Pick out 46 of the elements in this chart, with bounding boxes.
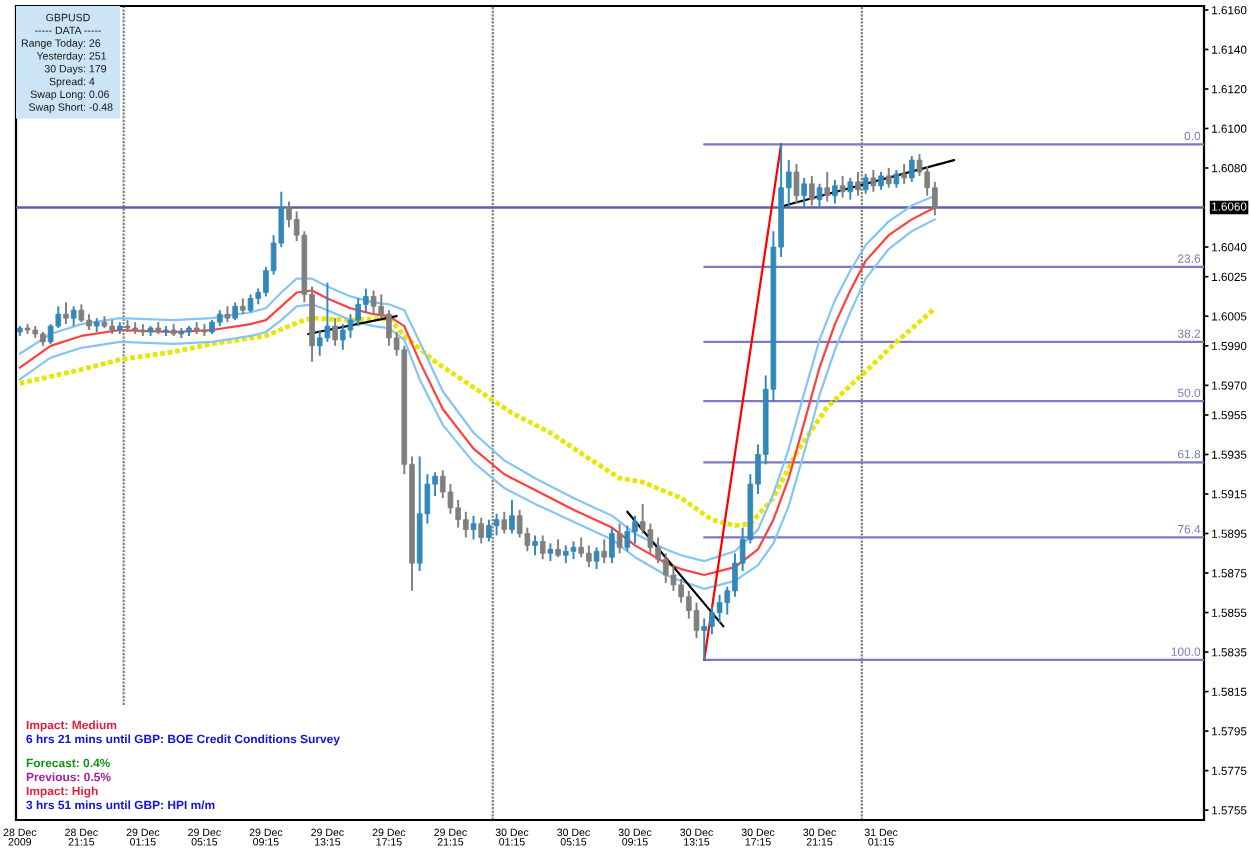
candlestick bbox=[870, 169, 877, 193]
candlestick bbox=[532, 534, 538, 557]
candlestick bbox=[824, 170, 831, 203]
candlestick bbox=[832, 178, 838, 205]
line-series bbox=[17, 305, 938, 528]
candlestick bbox=[909, 155, 915, 183]
candlestick bbox=[370, 289, 377, 316]
candlestick bbox=[809, 174, 815, 207]
candlestick bbox=[463, 510, 469, 539]
candlestick bbox=[801, 176, 807, 209]
candlestick bbox=[70, 305, 77, 328]
candlestick bbox=[470, 514, 477, 541]
candlestick bbox=[286, 200, 292, 229]
candlestick bbox=[601, 538, 608, 565]
candlestick bbox=[901, 163, 907, 185]
candlestick bbox=[709, 605, 715, 636]
candlestick bbox=[493, 512, 500, 537]
candlestick bbox=[609, 526, 615, 565]
candlestick bbox=[678, 577, 684, 604]
candlestick bbox=[586, 544, 592, 569]
candlestick bbox=[539, 534, 546, 561]
candlestick bbox=[386, 309, 392, 347]
candlestick bbox=[632, 514, 638, 545]
candlestick bbox=[716, 593, 723, 624]
candlestick bbox=[501, 510, 508, 535]
candlestick bbox=[593, 546, 600, 571]
candlestick bbox=[63, 301, 69, 326]
candlestick bbox=[816, 182, 823, 209]
candlestick bbox=[616, 522, 623, 555]
candlestick bbox=[339, 323, 346, 351]
candlestick bbox=[701, 617, 707, 661]
candlestick bbox=[839, 174, 846, 199]
candlestick bbox=[862, 172, 869, 195]
candlestick bbox=[332, 317, 338, 347]
candlestick bbox=[486, 518, 492, 543]
candlestick bbox=[355, 297, 361, 328]
candlestick bbox=[363, 287, 369, 314]
candlestick bbox=[509, 498, 515, 535]
candlestick bbox=[662, 552, 669, 584]
candlestick bbox=[793, 163, 800, 205]
candlestick bbox=[578, 536, 584, 559]
candlestick bbox=[885, 167, 892, 189]
candlestick bbox=[847, 176, 854, 201]
candlestick bbox=[624, 524, 631, 553]
candlestick bbox=[455, 498, 461, 529]
candlestick bbox=[478, 516, 485, 545]
